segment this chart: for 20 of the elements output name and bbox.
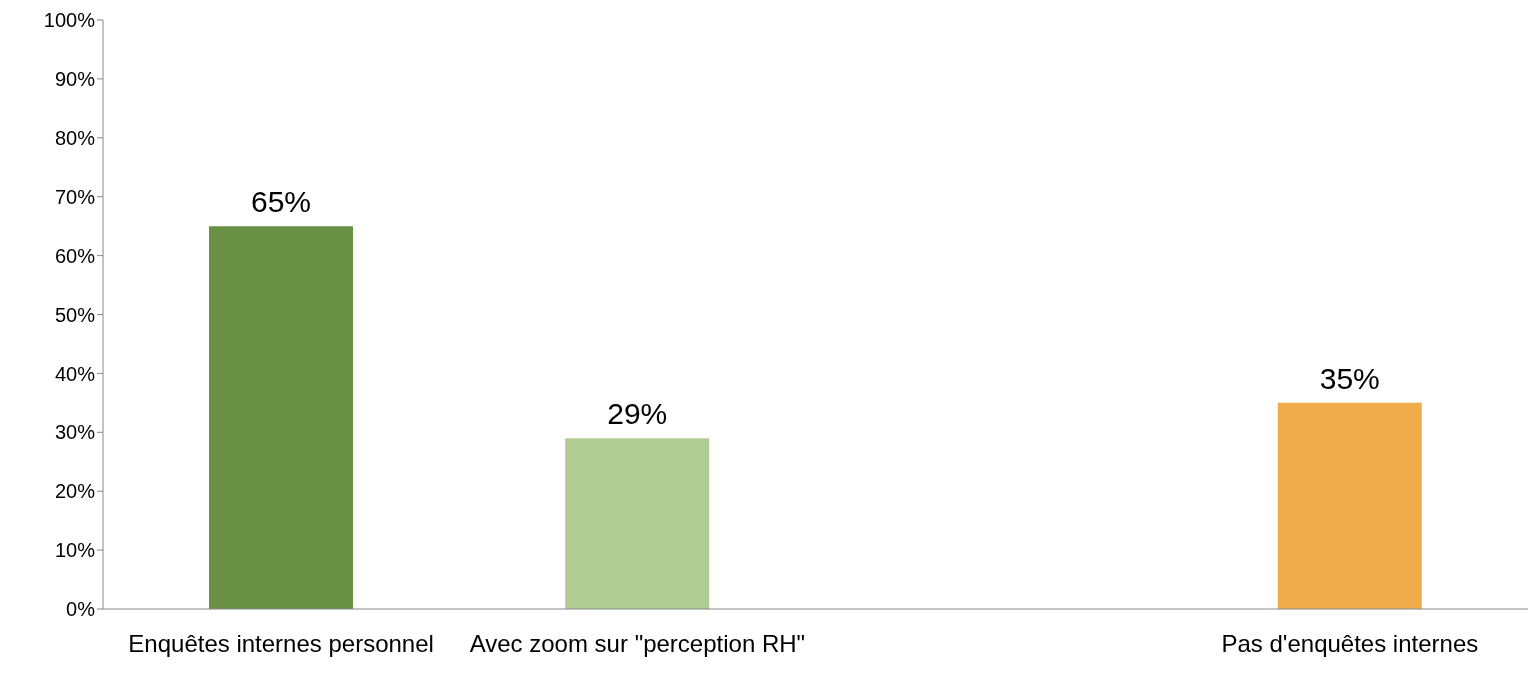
- y-tick-label: 80%: [54, 126, 96, 149]
- y-tick-label: 0%: [66, 598, 96, 621]
- bar: [209, 226, 353, 609]
- y-tick-label: 10%: [54, 539, 96, 562]
- data-label: 65%: [250, 185, 312, 219]
- y-tick-label: 70%: [54, 185, 96, 208]
- y-tick-label: 40%: [54, 362, 96, 385]
- y-tick-label: 60%: [54, 244, 96, 267]
- data-label: 29%: [607, 397, 668, 431]
- y-tick-label: 30%: [54, 421, 96, 444]
- y-tick-label: 90%: [54, 68, 96, 90]
- y-tick-label: 20%: [54, 480, 96, 503]
- bar: [565, 438, 710, 609]
- x-tick-label: Pas d'enquêtes internes: [1221, 630, 1479, 658]
- y-tick-label: 50%: [54, 303, 96, 326]
- x-tick-label: Avec zoom sur "perception RH": [469, 630, 806, 658]
- bar: [1277, 402, 1422, 609]
- x-tick-label: Enquêtes internes personnel: [128, 630, 434, 658]
- data-label: 35%: [1319, 361, 1380, 395]
- y-tick-label: 100%: [43, 9, 96, 32]
